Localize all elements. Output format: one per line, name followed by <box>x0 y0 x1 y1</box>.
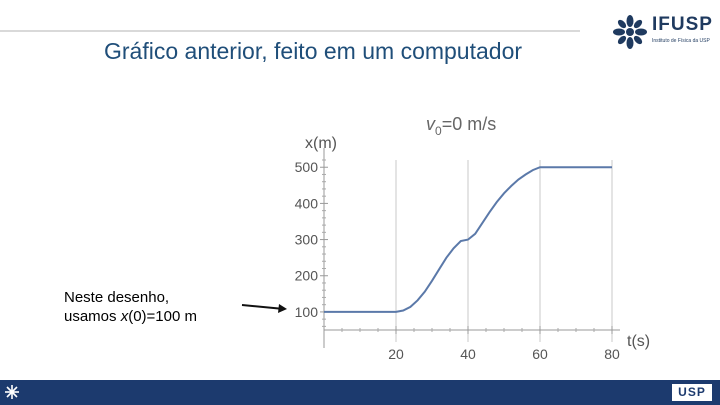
position-time-chart: 100 200 300 400 500 20 40 60 80 x(m) t(s) v0=0 m… <box>241 114 650 362</box>
slide-title: Gráfico anterior, feito em um computador <box>104 38 523 64</box>
x-tick-label-60: 60 <box>532 346 548 362</box>
chart-title: v0=0 m/s <box>426 114 496 138</box>
ifusp-logo: IFUSP Instituto de Física da USP <box>610 12 714 52</box>
pointer-arrow-line <box>241 304 285 310</box>
top-divider <box>0 30 580 32</box>
y-axis-label: x(m) <box>305 135 337 152</box>
note-line-1: Neste desenho, <box>64 289 170 306</box>
x-axis-label: t(s) <box>627 333 650 350</box>
series-line-0 <box>324 166 612 313</box>
x-tick-label-40: 40 <box>460 346 476 362</box>
grid-layer <box>395 160 613 342</box>
footer-bar: USP <box>0 380 720 405</box>
y-tick-label-500: 500 <box>295 159 319 175</box>
y-tick-label-400: 400 <box>295 195 319 211</box>
logo-subtitle: Instituto de Física da USP <box>652 38 710 44</box>
axis-layer: 100 200 300 400 500 20 40 60 80 <box>295 148 620 362</box>
chart-area: 100 200 300 400 500 20 40 60 80 x(m) t(s) v0=0 m… <box>241 114 650 362</box>
ifusp-flower-icon <box>613 15 647 49</box>
usp-logo: USP <box>672 384 712 401</box>
y-tick-label-100: 100 <box>295 304 319 320</box>
y-tick-label-200: 200 <box>295 268 319 284</box>
y-tick-label-300: 300 <box>295 232 319 248</box>
note-line-2: usamos x(0)=100 m <box>64 308 197 325</box>
series-layer <box>324 166 612 313</box>
pointer-arrow-head <box>278 304 287 313</box>
x-tick-label-20: 20 <box>388 346 404 362</box>
explanatory-note: Neste desenho, usamos x(0)=100 m <box>64 288 197 326</box>
footer-flower-icon <box>5 385 19 399</box>
x-tick-label-80: 80 <box>604 346 620 362</box>
logo-text: IFUSP <box>652 14 713 35</box>
